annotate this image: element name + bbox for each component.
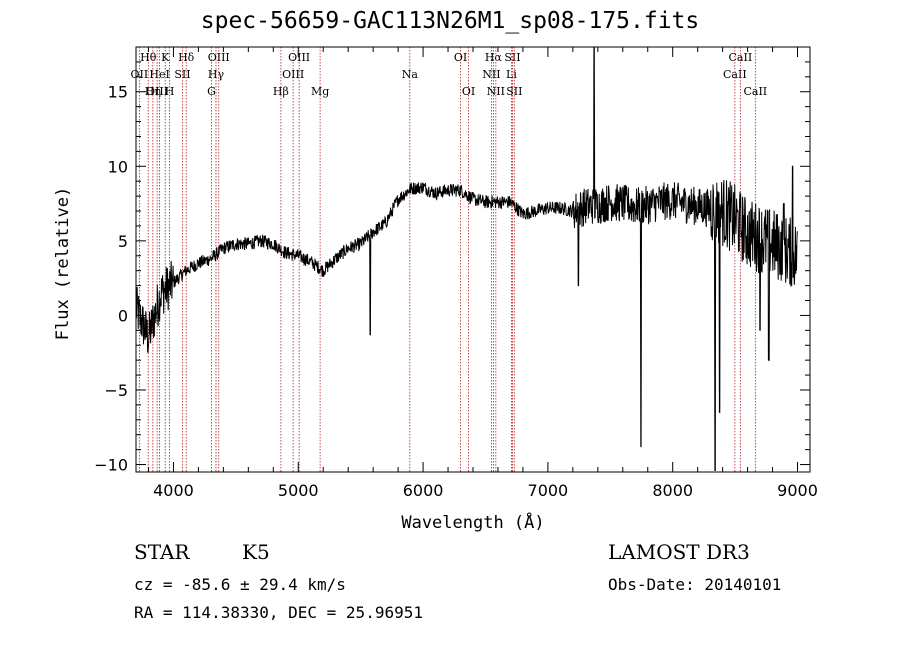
line-label: Hα xyxy=(485,51,503,64)
x-tick-label: 7000 xyxy=(528,481,569,500)
line-label: SII xyxy=(504,51,520,64)
line-label: OI xyxy=(454,51,467,64)
survey-label: LAMOST DR3 xyxy=(608,540,750,564)
x-axis-label: Wavelength (Å) xyxy=(401,511,544,533)
plot-frame xyxy=(135,46,811,473)
line-label: OIII xyxy=(282,68,304,81)
line-label: CaII xyxy=(723,68,747,81)
y-tick-label: −10 xyxy=(94,456,128,475)
x-tick-label: 4000 xyxy=(153,481,194,500)
y-tick-label: 5 xyxy=(118,232,128,251)
chart-title: spec-56659-GAC113N26M1_sp08-175.fits xyxy=(200,8,700,34)
line-label: K xyxy=(161,51,170,64)
line-label: Na xyxy=(402,68,419,81)
line-label: Hβ xyxy=(273,85,289,98)
line-label: OIII xyxy=(146,85,168,98)
line-label: OII xyxy=(131,68,149,81)
line-label: CaII xyxy=(729,51,753,64)
line-label: NII xyxy=(487,85,505,98)
line-label: G xyxy=(207,85,216,98)
sky-coordinates: RA = 114.38330, DEC = 25.96951 xyxy=(134,603,423,622)
spectrum-line xyxy=(135,46,798,471)
line-label: CaII xyxy=(743,85,767,98)
line-label: SII xyxy=(174,68,190,81)
object-class: STAR xyxy=(134,540,190,564)
redshift-velocity: cz = -85.6 ± 29.4 km/s xyxy=(134,575,346,594)
y-tick-label: 0 xyxy=(118,306,128,325)
line-label: Mg xyxy=(311,85,329,98)
line-label: Hγ xyxy=(208,68,225,81)
line-label: NII xyxy=(482,68,500,81)
x-tick-label: 9000 xyxy=(777,481,818,500)
line-label: Hδ xyxy=(178,51,195,64)
y-tick-label: −5 xyxy=(104,381,128,400)
x-tick-label: 6000 xyxy=(403,481,444,500)
y-axis-label: Flux (relative) xyxy=(53,187,73,341)
y-tick-label: 10 xyxy=(108,157,128,176)
x-tick-label: 5000 xyxy=(278,481,319,500)
y-tick-label: 15 xyxy=(108,83,128,102)
line-label: OIII xyxy=(208,51,230,64)
line-label: OI xyxy=(462,85,475,98)
line-label: Li xyxy=(506,68,517,81)
line-label: HeI xyxy=(149,68,169,81)
line-label: Hη xyxy=(145,85,161,98)
line-label: H xyxy=(165,85,175,98)
object-subclass: K5 xyxy=(242,540,270,564)
line-label: SII xyxy=(506,85,522,98)
x-tick-label: 8000 xyxy=(652,481,693,500)
line-label: Hθ xyxy=(140,51,157,64)
line-label: OIII xyxy=(288,51,310,64)
observation-date: Obs-Date: 20140101 xyxy=(608,575,782,594)
